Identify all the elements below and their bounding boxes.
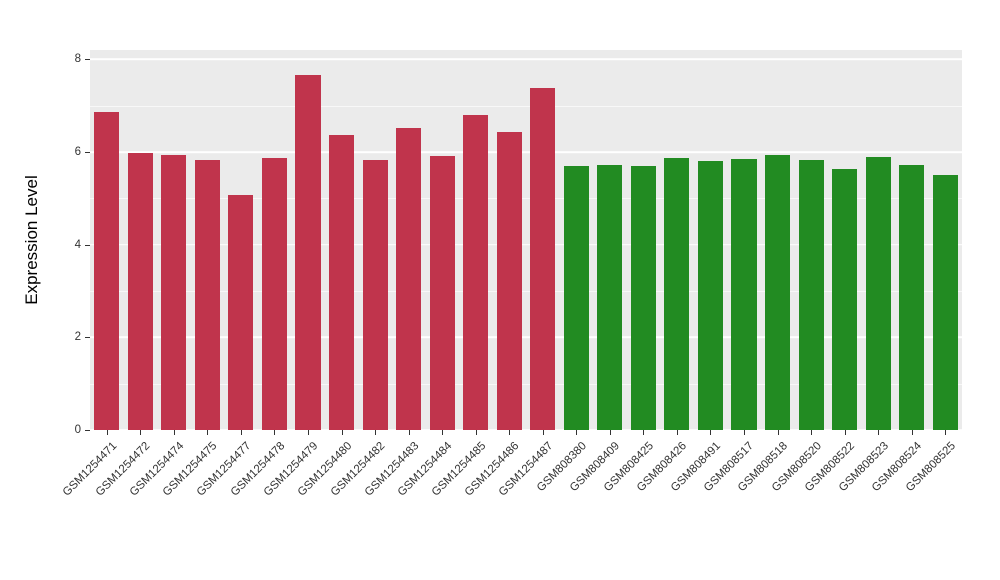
major-gridline xyxy=(90,58,962,61)
y-tick-label: 8 xyxy=(74,53,81,66)
x-axis-tick xyxy=(911,430,913,435)
bar xyxy=(463,114,489,430)
bar xyxy=(161,154,187,430)
bar xyxy=(697,160,724,430)
y-tick-label: 2 xyxy=(74,331,81,344)
y-axis-tick xyxy=(85,430,90,431)
x-axis-tick xyxy=(140,430,142,435)
chart-panel: 0 2 4 6 8 GSM1254471 GSM1254472 GSM1254474 GSM12… xyxy=(61,50,962,499)
bar xyxy=(496,131,522,430)
bar xyxy=(764,154,791,430)
y-axis-tick xyxy=(85,59,90,61)
x-axis-tick xyxy=(609,430,611,435)
minor-gridline xyxy=(90,290,962,292)
bar xyxy=(194,160,220,430)
bar xyxy=(328,134,355,430)
x-axis-tick xyxy=(475,430,477,435)
y-tick-label: 0 xyxy=(74,424,81,436)
bar xyxy=(832,168,858,430)
minor-gridline xyxy=(90,383,962,385)
x-axis-tick xyxy=(777,430,779,435)
major-gridline xyxy=(90,336,962,339)
x-axis-tick xyxy=(341,430,343,435)
bar xyxy=(865,156,891,430)
major-gridline xyxy=(90,429,962,431)
x-axis-tick xyxy=(442,430,444,435)
x-axis-tick xyxy=(308,430,309,435)
x-axis-tick xyxy=(542,430,544,435)
x-axis-tick xyxy=(643,430,645,435)
x-axis-tick xyxy=(274,430,276,435)
x-axis-tick xyxy=(106,430,108,435)
bar xyxy=(530,88,556,430)
x-axis-tick xyxy=(744,430,745,435)
x-axis-tick xyxy=(375,430,377,435)
x-axis-tick xyxy=(408,430,410,435)
bar xyxy=(94,111,120,430)
x-axis-tick xyxy=(811,430,813,435)
major-gridline xyxy=(90,243,962,246)
bar xyxy=(362,160,388,430)
y-axis-tick xyxy=(85,244,90,246)
x-axis-tick xyxy=(945,430,947,435)
bar xyxy=(396,127,422,430)
bar xyxy=(295,75,321,430)
bar xyxy=(228,195,254,430)
bar xyxy=(597,164,623,430)
bar xyxy=(731,158,757,430)
x-axis-tick xyxy=(576,430,578,435)
bar xyxy=(127,153,153,430)
bar xyxy=(630,165,656,430)
x-axis-tick xyxy=(509,430,511,435)
x-axis-tick xyxy=(844,430,846,435)
bar xyxy=(563,165,589,430)
bar xyxy=(429,155,455,430)
x-axis-tick xyxy=(173,430,175,435)
x-axis-tick xyxy=(710,430,712,435)
bar xyxy=(932,175,958,430)
bar xyxy=(798,159,824,430)
y-tick-label: 4 xyxy=(74,238,81,251)
x-axis-tick xyxy=(240,430,242,435)
x-axis-tick xyxy=(207,430,209,435)
y-axis-title: Expression Level xyxy=(22,175,41,305)
bar xyxy=(664,158,690,430)
major-gridline xyxy=(90,151,962,153)
y-axis-tick xyxy=(85,337,90,339)
minor-gridline xyxy=(90,105,962,107)
minor-gridline xyxy=(90,198,962,200)
bar xyxy=(261,157,288,430)
y-tick-label: 6 xyxy=(74,145,81,158)
x-axis-tick xyxy=(878,430,880,435)
y-axis-tick xyxy=(85,151,90,153)
x-axis-tick xyxy=(676,430,678,435)
bar xyxy=(899,164,925,430)
